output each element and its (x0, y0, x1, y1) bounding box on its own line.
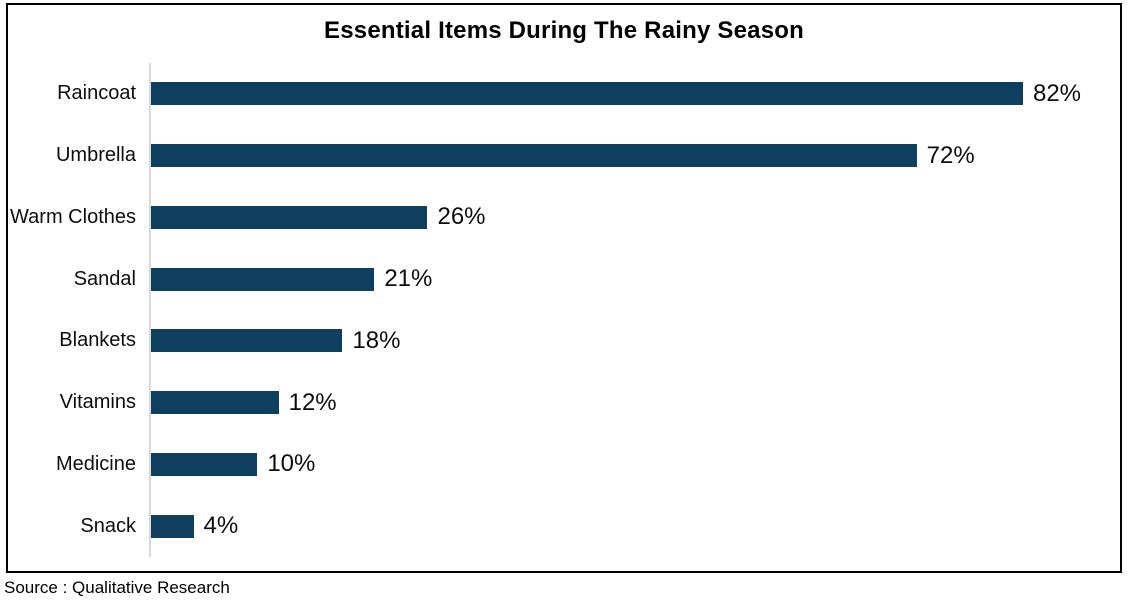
category-label: Raincoat (57, 82, 136, 105)
value-label: 82% (1032, 79, 1082, 107)
category-label: Sandal (73, 267, 136, 290)
bar-cell: 21% (149, 248, 1116, 310)
bar (151, 205, 428, 229)
bar (151, 452, 258, 476)
chart-row: Raincoat 82% (8, 63, 1116, 125)
value-label: 4% (203, 512, 239, 540)
chart-title: Essential Items During The Rainy Season (324, 17, 804, 44)
value-label: 10% (267, 450, 316, 478)
category-label: Snack (80, 514, 136, 537)
bar (151, 329, 343, 353)
bar-cell: 10% (149, 434, 1116, 496)
bar (151, 391, 279, 415)
bar-cell: 72% (149, 125, 1116, 187)
chart-container: Essential Items During The Rainy Season … (6, 3, 1122, 573)
bar-cell: 4% (149, 495, 1116, 557)
bar (151, 267, 375, 291)
category-label: Umbrella (55, 144, 136, 167)
chart-row: Blankets 18% (8, 310, 1116, 372)
bar-cell: 82% (149, 63, 1116, 125)
bar (151, 82, 1023, 106)
bar-cell: 12% (149, 372, 1116, 434)
bar-rows: Raincoat 82% Umbrella 72% Warm Clothes 2… (8, 63, 1116, 557)
chart-row: Warm Clothes 26% (8, 187, 1116, 249)
value-label: 72% (926, 141, 975, 169)
y-axis-line (149, 63, 151, 557)
bar (151, 144, 917, 168)
chart-row: Umbrella 72% (8, 125, 1116, 187)
bar-cell: 18% (149, 310, 1116, 372)
value-label: 18% (352, 326, 401, 354)
chart-row: Vitamins 12% (8, 372, 1116, 434)
category-label: Vitamins (59, 391, 136, 414)
category-label: Medicine (55, 452, 136, 475)
value-label: 26% (437, 203, 486, 231)
chart-row: Snack 4% (8, 495, 1116, 557)
chart-row: Medicine 10% (8, 434, 1116, 496)
bar (151, 514, 194, 538)
category-label: Warm Clothes (10, 205, 136, 228)
value-label: 12% (288, 388, 337, 416)
source-note: Source : Qualitative Research (4, 578, 230, 597)
bar-cell: 26% (149, 187, 1116, 249)
category-label: Blankets (59, 329, 136, 352)
value-label: 21% (384, 265, 433, 293)
chart-row: Sandal 21% (8, 248, 1116, 310)
